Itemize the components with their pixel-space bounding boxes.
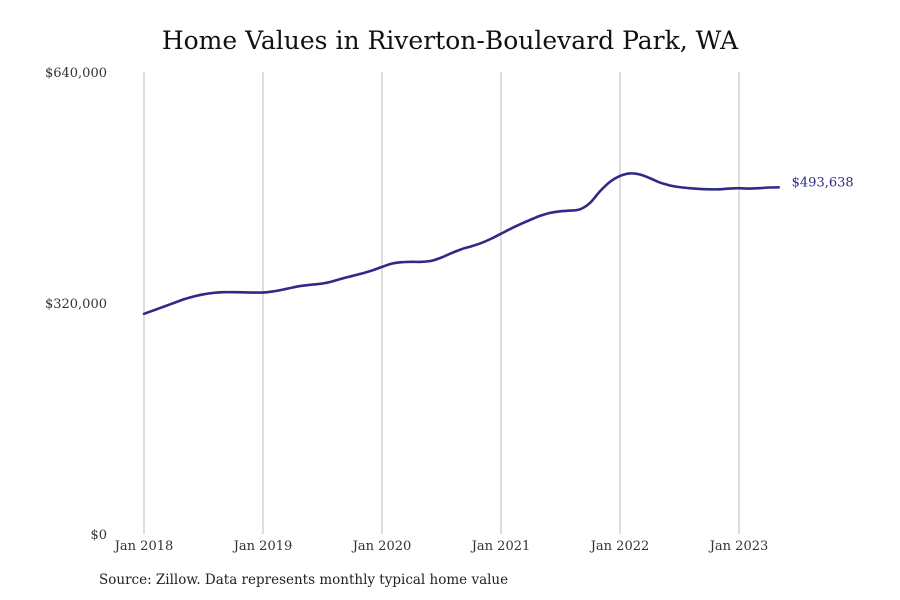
source-note: Source: Zillow. Data represents monthly …	[99, 572, 509, 588]
x-tick-label: Jan 2023	[708, 539, 769, 554]
y-tick-label: $0	[90, 528, 107, 543]
series-line	[142, 172, 780, 316]
x-tick-label: Jan 2019	[232, 539, 293, 554]
chart-title: Home Values in Riverton-Boulevard Park, …	[161, 26, 739, 55]
end-value-label: $493,638	[792, 175, 854, 190]
y-tick-label: $320,000	[45, 297, 107, 312]
x-tick-label: Jan 2018	[113, 539, 174, 554]
x-axis-ticks: Jan 2018 Jan 2019 Jan 2020 Jan 2021 Jan 2022…	[113, 539, 769, 554]
grid-lines	[143, 72, 740, 534]
x-tick-label: Jan 2022	[589, 539, 650, 554]
y-tick-label: $640,000	[45, 66, 107, 81]
x-tick-label: Jan 2021	[470, 539, 531, 554]
x-tick-label: Jan 2020	[351, 539, 412, 554]
y-axis-ticks: $0 $320,000 $640,000	[45, 66, 107, 543]
